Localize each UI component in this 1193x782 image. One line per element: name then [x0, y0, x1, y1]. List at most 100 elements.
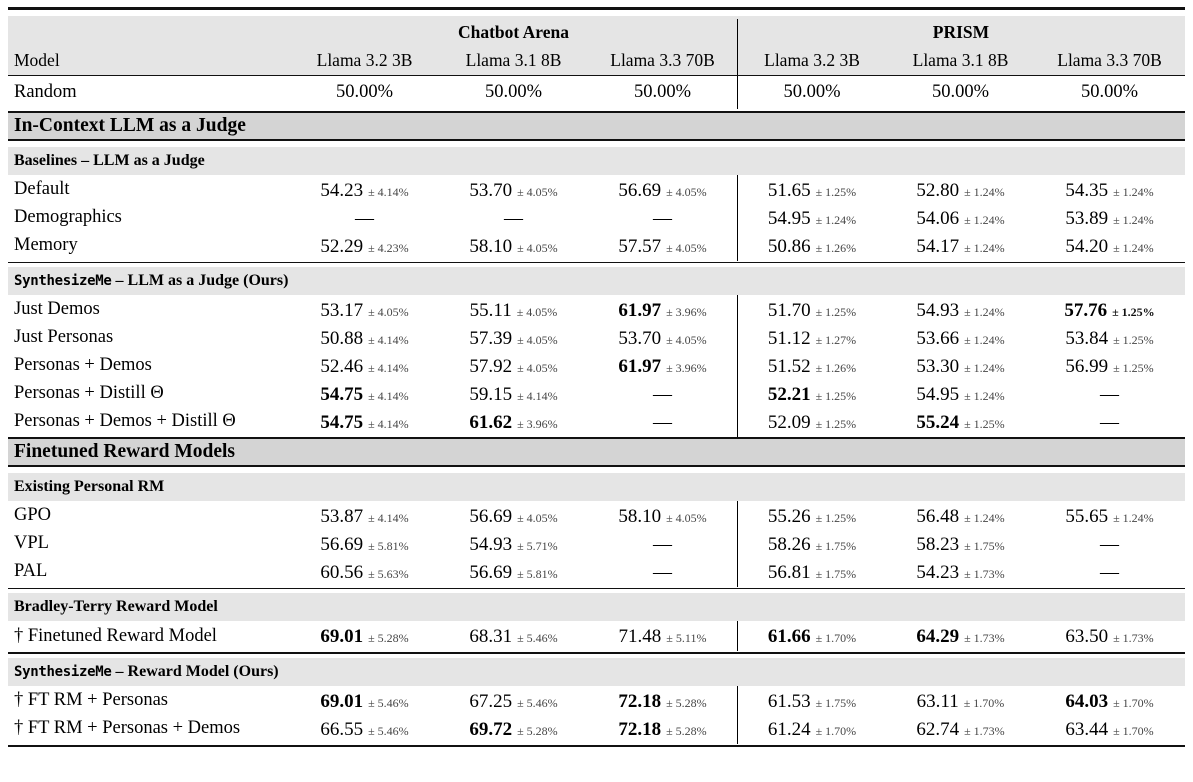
cell-stderr: ± 1.25% [815, 510, 857, 525]
value-cell: 57.39 ± 4.05% [439, 323, 588, 353]
row-label: † FT RM + Personas [14, 690, 168, 711]
cell-stderr: ± 1.25% [1112, 304, 1155, 319]
value-cell: 57.76 ± 1.25% [1035, 295, 1184, 325]
cell-stderr: ± 5.81% [517, 566, 558, 581]
value-cell: 71.48 ± 5.11% [588, 621, 737, 651]
table-row: † FT RM + Personas 69.01 ± 5.46% 67.25 ± 5.4… [8, 685, 1185, 716]
cell-stderr: ± 5.46% [368, 695, 409, 710]
value-cell: 50.88 ± 4.14% [290, 323, 439, 353]
subsection-label: Bradley-Terry Reward Model [14, 598, 218, 616]
group-header-row: Chatbot Arena PRISM [8, 18, 1185, 46]
cell-stderr: ± 1.24% [964, 212, 1005, 227]
cell-value: 52.46 [320, 355, 364, 377]
cell-stderr: ± 1.75% [815, 695, 857, 710]
row-label: Personas + Distill Θ [14, 383, 164, 404]
cell-stderr: ± 1.26% [815, 240, 857, 255]
cell-value: 54.75 [320, 411, 364, 433]
cell-value: 54.35 [1065, 179, 1109, 201]
value-cell: 51.52 ± 1.26% [737, 350, 886, 381]
group-separator [8, 587, 1185, 590]
table-row: Default 54.23 ± 4.14% 53.70 ± 4.05% 56.69 ± 4.… [8, 174, 1185, 205]
value-cell: 64.29 ± 1.73% [886, 621, 1035, 651]
cell-value: 67.25 [469, 690, 513, 712]
cell-value: — [355, 207, 374, 229]
subsection-header: Existing Personal RM [8, 472, 1185, 501]
value-cell: 61.24 ± 1.70% [737, 713, 886, 744]
cell-stderr: ± 4.05% [517, 240, 558, 255]
value-cell: — [588, 203, 737, 233]
cell-value: 55.26 [767, 505, 811, 527]
cell-value: 51.70 [767, 299, 811, 321]
subsection-header: SynthesizeMe – Reward Model (Ours) [8, 657, 1185, 686]
table-header: Chatbot Arena PRISM Model Llama 3.2 3B L… [8, 15, 1185, 76]
cell-stderr: ± 1.25% [815, 416, 857, 431]
value-cell: 57.92 ± 4.05% [439, 351, 588, 381]
cell-stderr: ± 1.70% [1113, 723, 1154, 738]
value-cell: 51.12 ± 1.27% [737, 322, 886, 353]
subsection-label: – Reward Model (Ours) [111, 662, 279, 680]
value-cell: 54.06 ± 1.24% [886, 203, 1035, 233]
cell-value: 51.12 [767, 327, 811, 349]
value-cell: 58.10 ± 4.05% [439, 231, 588, 261]
section-header: In-Context LLM as a Judge [8, 110, 1185, 141]
value-cell: — [1035, 379, 1184, 409]
cell-stderr: ± 4.05% [517, 360, 558, 375]
value-cell: 53.70 ± 4.05% [588, 323, 737, 353]
value-cell: — [290, 203, 439, 233]
row-label: GPO [14, 505, 52, 526]
cell-value: 64.03 [1065, 690, 1109, 712]
cell-stderr: ± 1.24% [1113, 510, 1154, 525]
table-row: Personas + Demos + Distill Θ 54.75 ± 4.14%… [8, 406, 1185, 437]
value-cell: 63.50 ± 1.73% [1035, 621, 1184, 651]
cell-stderr: ± 5.46% [517, 695, 558, 710]
cell-value: — [653, 383, 672, 405]
value-cell: 56.69 ± 4.05% [439, 501, 588, 531]
cell-stderr: ± 1.24% [964, 240, 1005, 255]
cell-value: 53.70 [469, 179, 513, 201]
cell-stderr: ± 5.63% [368, 566, 409, 581]
column-header: Llama 3.3 70B [610, 49, 715, 70]
cell-value: 52.29 [320, 235, 364, 257]
value-cell: 54.35 ± 1.24% [1035, 175, 1184, 205]
cell-stderr: ± 1.24% [1113, 212, 1154, 227]
cell-stderr: ± 5.71% [517, 538, 558, 553]
cell-stderr: ± 1.75% [815, 566, 857, 581]
cell-stderr: ± 4.14% [517, 388, 558, 403]
cell-value: 58.26 [767, 533, 811, 555]
cell-stderr: ± 1.73% [964, 631, 1005, 646]
cell-value: 51.52 [767, 355, 811, 377]
cell-value: 55.11 [469, 299, 512, 321]
value-cell: 51.70 ± 1.25% [737, 294, 886, 325]
section-header: Finetuned Reward Models [8, 436, 1185, 467]
value-cell: 53.17 ± 4.05% [290, 295, 439, 325]
value-cell: 63.44 ± 1.70% [1035, 714, 1184, 744]
value-cell: 58.23 ± 1.75% [886, 529, 1035, 559]
cell-stderr: ± 4.05% [666, 510, 707, 525]
value-cell: 52.46 ± 4.14% [290, 351, 439, 381]
cell-value: 61.97 [618, 299, 662, 321]
cell-value: 71.48 [618, 626, 662, 648]
cell-value: 54.95 [767, 207, 811, 229]
cell-stderr: ± 4.23% [368, 240, 409, 255]
cell-value: 53.17 [320, 299, 364, 321]
cell-stderr: ± 1.73% [964, 566, 1005, 581]
cell-value: — [653, 207, 672, 229]
group-header-chatbot-arena: Chatbot Arena [457, 21, 569, 42]
value-cell: 52.09 ± 1.25% [737, 406, 886, 437]
row-label: Memory [14, 235, 78, 255]
cell-value: — [1100, 411, 1119, 433]
cell-value: 56.48 [916, 505, 960, 527]
cell-stderr: ± 5.81% [368, 538, 409, 553]
cell-stderr: ± 5.28% [517, 723, 558, 738]
cell-value: 52.21 [767, 383, 811, 405]
cell-value: 57.39 [469, 327, 513, 349]
value-cell: 50.00% [484, 81, 543, 102]
value-cell: 50.86 ± 1.26% [737, 230, 886, 261]
column-header-row: Model Llama 3.2 3B Llama 3.1 8B Llama 3.… [8, 45, 1185, 75]
value-cell: 57.57 ± 4.05% [588, 231, 737, 261]
row-label: Random [14, 81, 77, 102]
row-label: Personas + Demos + Distill Θ [14, 411, 236, 432]
cell-stderr: ± 1.25% [964, 416, 1005, 431]
value-cell: 52.80 ± 1.24% [886, 175, 1035, 205]
value-cell: 61.62 ± 3.96% [439, 407, 588, 437]
